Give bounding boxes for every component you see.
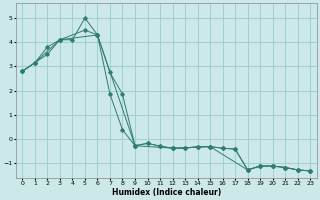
X-axis label: Humidex (Indice chaleur): Humidex (Indice chaleur)	[112, 188, 221, 197]
